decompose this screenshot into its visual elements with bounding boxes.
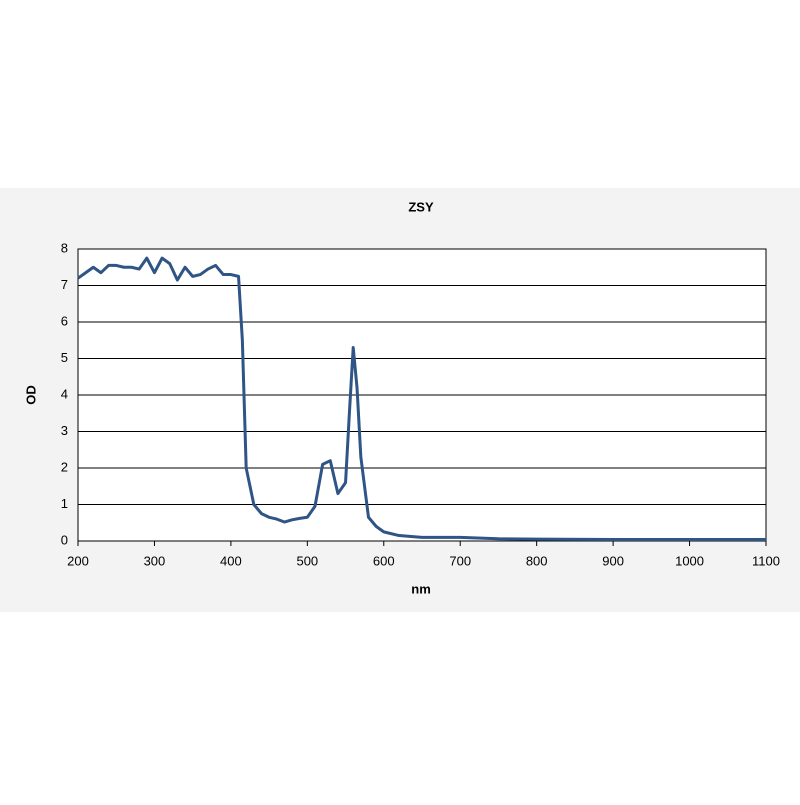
x-tick-label: 1000 [675,553,704,568]
chart-title: ZSY [408,199,434,214]
y-tick-label: 8 [61,240,68,255]
x-tick-label: 1100 [752,553,780,568]
y-tick-label: 5 [61,350,68,365]
y-tick-label: 7 [61,277,68,292]
x-axis-label: nm [411,581,431,596]
y-tick-label: 4 [61,386,68,401]
x-tick-label: 500 [296,553,318,568]
y-tick-label: 2 [61,459,68,474]
x-tick-label: 800 [526,553,548,568]
y-tick-label: 6 [61,313,68,328]
data-line [77,256,766,542]
y-axis-label: OD [23,385,38,405]
x-tick-label: 900 [602,553,624,568]
x-tick-label: 300 [144,553,166,568]
plot-border [77,248,767,542]
y-tick-label: 1 [61,496,68,511]
x-tick-label: 200 [67,553,89,568]
y-tick-label: 0 [61,532,68,547]
x-tick-label: 600 [373,553,395,568]
y-tick-label: 3 [61,423,68,438]
x-tick-label: 700 [449,553,471,568]
x-tick-label: 400 [220,553,242,568]
